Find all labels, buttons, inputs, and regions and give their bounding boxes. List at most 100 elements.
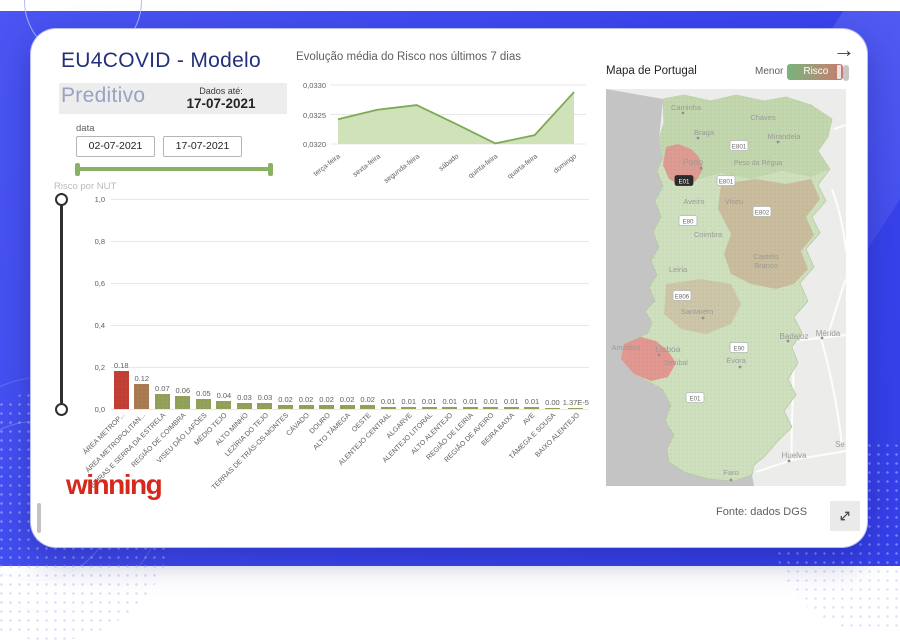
- svg-text:Peso da Régua: Peso da Régua: [734, 160, 782, 167]
- map-scrollbar-thumb[interactable]: [843, 65, 849, 81]
- bar-value-label: 0.01: [463, 397, 478, 406]
- bar-value-label: 0.07: [155, 384, 170, 393]
- vertical-slider-track[interactable]: [60, 205, 63, 403]
- bar-value-label: 0.03: [237, 393, 252, 402]
- svg-text:Coimbra: Coimbra: [694, 230, 723, 239]
- legend-handle[interactable]: [837, 65, 841, 79]
- bar-rect[interactable]: [216, 401, 231, 409]
- legend-gradient-pill[interactable]: Risco: [787, 64, 843, 80]
- bar-rect[interactable]: [134, 384, 149, 409]
- bar-rect[interactable]: [257, 403, 272, 409]
- svg-text:Branco: Branco: [754, 261, 778, 270]
- svg-text:Amadora: Amadora: [612, 345, 641, 352]
- bar-category-label: AVE: [522, 412, 536, 426]
- slider-handle-right[interactable]: [268, 163, 273, 176]
- svg-text:Lisboa: Lisboa: [655, 344, 680, 354]
- date-start-input[interactable]: 02-07-2021: [76, 136, 155, 157]
- bar-rect[interactable]: [114, 371, 129, 409]
- map-title: Mapa de Portugal: [606, 65, 697, 77]
- bar-rect[interactable]: [463, 407, 478, 409]
- svg-text:Se: Se: [835, 440, 845, 449]
- bar-value-label: 0.01: [422, 397, 437, 406]
- bar-rect[interactable]: [401, 407, 416, 409]
- bar-chart-title: Risco por NUT: [54, 181, 116, 192]
- bar-rect[interactable]: [175, 396, 190, 409]
- expand-button[interactable]: [830, 501, 860, 531]
- card-scrollbar-thumb[interactable]: [37, 503, 41, 533]
- bar-value-label: 0.01: [525, 397, 540, 406]
- svg-text:E806: E806: [675, 293, 690, 300]
- forward-arrow-icon[interactable]: →: [831, 37, 857, 63]
- page-title-line2: Preditivo: [61, 84, 145, 108]
- svg-text:Porto: Porto: [683, 157, 704, 167]
- bar-value-label: 0.02: [340, 395, 355, 404]
- bar-value-label: 0.01: [401, 397, 416, 406]
- area-chart-title: Evolução média do Risco nos últimos 7 di…: [296, 51, 521, 63]
- date-end-input[interactable]: 17-07-2021: [163, 136, 242, 157]
- bar-rect[interactable]: [504, 407, 519, 409]
- bar-value-label: 0.03: [258, 393, 273, 402]
- svg-text:Viseu: Viseu: [725, 197, 744, 206]
- bar-rect[interactable]: [340, 405, 355, 409]
- svg-text:E01: E01: [689, 395, 701, 402]
- bar-rect[interactable]: [155, 394, 170, 409]
- bar-value-label: 0.04: [217, 391, 232, 400]
- bar-rect[interactable]: [278, 405, 293, 409]
- bar-category-label: ALTO TÂMEGA: [312, 412, 352, 452]
- bar-rect[interactable]: [422, 407, 437, 409]
- risk-legend[interactable]: Menor Risco: [755, 63, 843, 80]
- bar-value-label: 0.12: [134, 374, 149, 383]
- bar-value-label: 0.00: [545, 398, 560, 407]
- page-title-line1: EU4COVID - Modelo: [61, 49, 261, 73]
- bar-rect[interactable]: [442, 407, 457, 409]
- date-range-slider[interactable]: [76, 167, 272, 171]
- area-chart[interactable]: Evolução média do Risco nos últimos 7 di…: [296, 51, 588, 211]
- bar-value-label: 0.02: [278, 395, 293, 404]
- bar-value-label: 0.02: [299, 395, 314, 404]
- svg-text:Mérida: Mérida: [816, 329, 841, 338]
- bar-rect[interactable]: [299, 405, 314, 409]
- bar-rect[interactable]: [196, 399, 211, 410]
- svg-text:Leiria: Leiria: [669, 265, 688, 274]
- bar-rect[interactable]: [524, 407, 539, 409]
- slider-handle-left[interactable]: [75, 163, 80, 176]
- bar-rect[interactable]: [360, 405, 375, 409]
- svg-text:Aveiro: Aveiro: [683, 197, 704, 206]
- bar-rect[interactable]: [381, 407, 396, 409]
- bar-rect[interactable]: [237, 403, 252, 409]
- bar-value-label: 0.02: [319, 395, 334, 404]
- bar-rect[interactable]: [568, 408, 583, 409]
- bar-rect[interactable]: [319, 405, 334, 409]
- bar-rect[interactable]: [545, 408, 560, 409]
- svg-text:Faro: Faro: [723, 468, 738, 477]
- vertical-slider-bottom-knob[interactable]: [55, 403, 68, 416]
- svg-text:Castelo: Castelo: [753, 252, 778, 261]
- bar-rect[interactable]: [483, 407, 498, 409]
